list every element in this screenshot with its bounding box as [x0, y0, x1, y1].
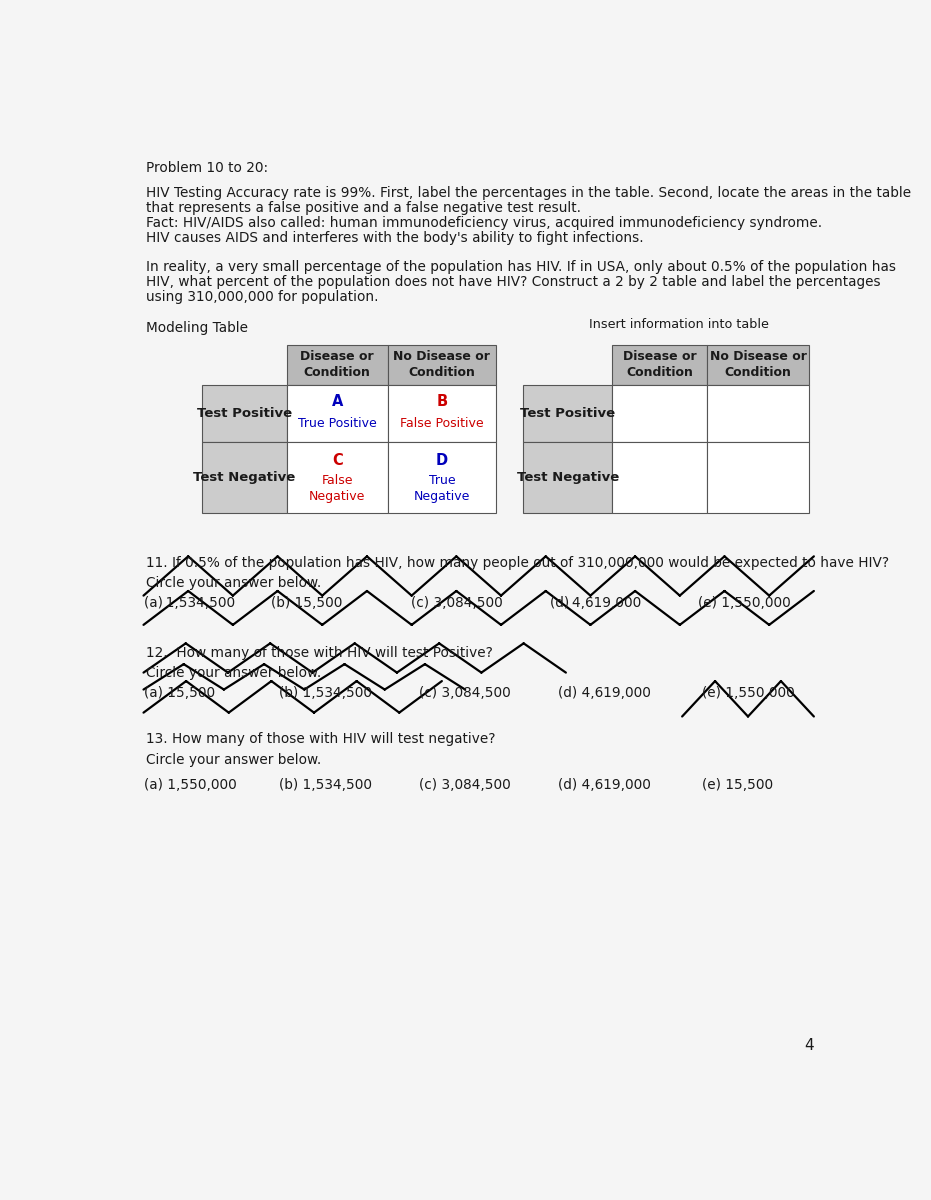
Text: No Disease or
Condition: No Disease or Condition [709, 350, 806, 379]
Text: that represents a false positive and a false negative test result.: that represents a false positive and a f… [146, 200, 581, 215]
Text: Modeling Table: Modeling Table [146, 322, 248, 336]
Text: B: B [437, 395, 448, 409]
Text: Fact: HIV/AIDS also called: human immunodeficiency virus, acquired immunodeficie: Fact: HIV/AIDS also called: human immuno… [146, 216, 822, 229]
Text: (c) 3,084,500: (c) 3,084,500 [411, 595, 503, 610]
Text: Disease or
Condition: Disease or Condition [623, 350, 696, 379]
Text: HIV causes AIDS and interferes with the body's ability to fight infections.: HIV causes AIDS and interferes with the … [146, 230, 643, 245]
Text: (b) 1,534,500: (b) 1,534,500 [279, 778, 372, 792]
Text: (b) 15,500: (b) 15,500 [271, 595, 343, 610]
Text: (e) 1,550,000: (e) 1,550,000 [701, 685, 794, 700]
FancyBboxPatch shape [613, 385, 707, 443]
Text: In reality, a very small percentage of the population has HIV. If in USA, only a: In reality, a very small percentage of t… [146, 259, 896, 274]
Text: (c) 3,084,500: (c) 3,084,500 [419, 778, 510, 792]
FancyBboxPatch shape [613, 344, 707, 385]
Text: Insert information into table: Insert information into table [589, 318, 769, 331]
Text: Test Positive: Test Positive [196, 407, 291, 420]
FancyBboxPatch shape [202, 443, 287, 514]
Text: (a) 1,534,500: (a) 1,534,500 [143, 595, 235, 610]
Text: Negative: Negative [309, 490, 366, 503]
FancyBboxPatch shape [287, 344, 387, 385]
Text: Circle your answer below.: Circle your answer below. [146, 754, 321, 768]
Text: (d) 4,619,000: (d) 4,619,000 [550, 595, 641, 610]
Text: Test Negative: Test Negative [193, 472, 295, 485]
Text: A: A [331, 395, 343, 409]
Text: 4: 4 [804, 1038, 814, 1052]
Text: (e) 15,500: (e) 15,500 [701, 778, 773, 792]
FancyBboxPatch shape [387, 344, 496, 385]
Text: True Positive: True Positive [298, 418, 377, 431]
Text: using 310,000,000 for population.: using 310,000,000 for population. [146, 289, 378, 304]
FancyBboxPatch shape [523, 385, 613, 443]
FancyBboxPatch shape [387, 443, 496, 514]
Text: Negative: Negative [413, 490, 470, 503]
FancyBboxPatch shape [707, 443, 809, 514]
Text: Test Positive: Test Positive [520, 407, 615, 420]
Text: HIV Testing Accuracy rate is 99%. First, label the percentages in the table. Sec: HIV Testing Accuracy rate is 99%. First,… [146, 186, 911, 199]
Text: 13. How many of those with HIV will test negative?: 13. How many of those with HIV will test… [146, 732, 495, 746]
Text: Test Negative: Test Negative [517, 472, 619, 485]
Text: (d) 4,619,000: (d) 4,619,000 [558, 685, 651, 700]
Text: Circle your answer below.: Circle your answer below. [146, 666, 321, 680]
FancyBboxPatch shape [387, 385, 496, 443]
Text: (d) 4,619,000: (d) 4,619,000 [558, 778, 651, 792]
Text: (b) 1,534,500: (b) 1,534,500 [279, 685, 372, 700]
FancyBboxPatch shape [707, 344, 809, 385]
Text: Problem 10 to 20:: Problem 10 to 20: [146, 161, 268, 175]
Text: 12.  How many of those with HIV will test Positive?: 12. How many of those with HIV will test… [146, 646, 492, 660]
Text: False: False [321, 474, 353, 487]
FancyBboxPatch shape [202, 385, 287, 443]
FancyBboxPatch shape [613, 443, 707, 514]
Text: (c) 3,084,500: (c) 3,084,500 [419, 685, 510, 700]
FancyBboxPatch shape [707, 385, 809, 443]
FancyBboxPatch shape [523, 443, 613, 514]
Text: Circle your answer below.: Circle your answer below. [146, 576, 321, 590]
Text: No Disease or
Condition: No Disease or Condition [394, 350, 491, 379]
Text: 11. If 0.5% of the population has HIV, how many people out of 310,000,000 would : 11. If 0.5% of the population has HIV, h… [146, 556, 889, 570]
Text: False Positive: False Positive [400, 418, 484, 431]
FancyBboxPatch shape [287, 385, 387, 443]
Text: (e) 1,550,000: (e) 1,550,000 [697, 595, 790, 610]
Text: HIV, what percent of the population does not have HIV? Construct a 2 by 2 table : HIV, what percent of the population does… [146, 275, 881, 288]
Text: (a) 1,550,000: (a) 1,550,000 [143, 778, 236, 792]
Text: C: C [331, 452, 343, 468]
Text: D: D [436, 452, 448, 468]
FancyBboxPatch shape [287, 443, 387, 514]
Text: True: True [428, 474, 455, 487]
Text: Disease or
Condition: Disease or Condition [301, 350, 374, 379]
Text: (a) 15,500: (a) 15,500 [143, 685, 215, 700]
